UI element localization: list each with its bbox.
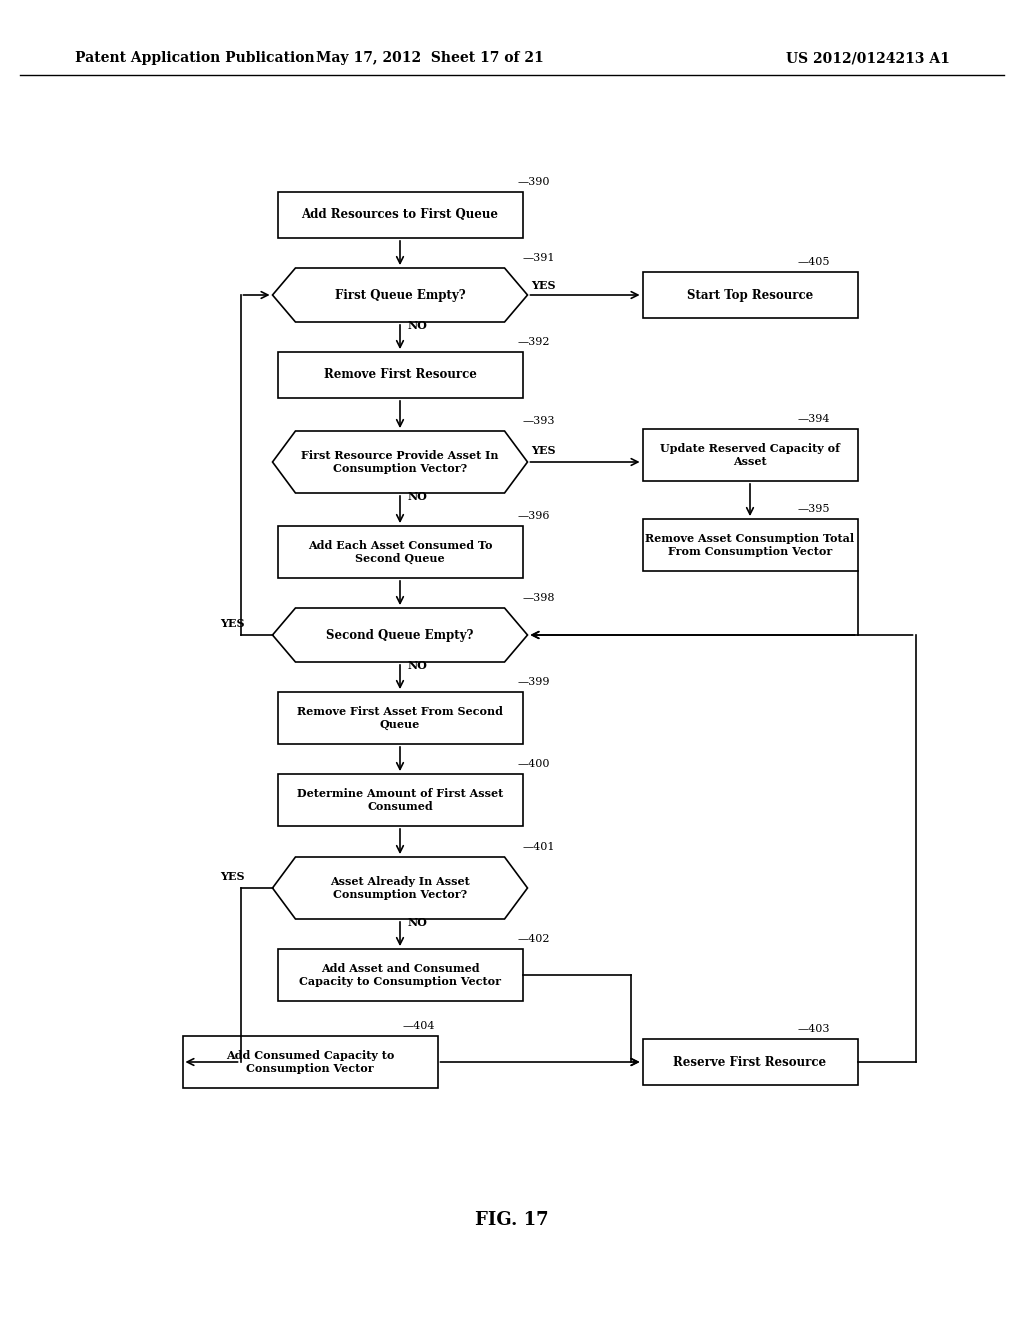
Text: —391: —391 <box>522 253 555 263</box>
FancyBboxPatch shape <box>278 525 522 578</box>
Text: YES: YES <box>531 280 556 290</box>
Text: NO: NO <box>408 917 428 928</box>
FancyBboxPatch shape <box>642 272 857 318</box>
Text: Second Queue Empty?: Second Queue Empty? <box>327 628 474 642</box>
Text: First Queue Empty?: First Queue Empty? <box>335 289 465 301</box>
Text: —404: —404 <box>402 1020 435 1031</box>
Text: Remove First Resource: Remove First Resource <box>324 368 476 381</box>
Text: —403: —403 <box>798 1024 830 1034</box>
Text: Add Each Asset Consumed To
Second Queue: Add Each Asset Consumed To Second Queue <box>308 540 493 565</box>
FancyBboxPatch shape <box>278 774 522 826</box>
Text: FIG. 17: FIG. 17 <box>475 1210 549 1229</box>
Text: Add Asset and Consumed
Capacity to Consumption Vector: Add Asset and Consumed Capacity to Consu… <box>299 962 501 987</box>
Text: —394: —394 <box>798 414 830 424</box>
Text: —401: —401 <box>522 842 555 851</box>
Text: —398: —398 <box>522 593 555 603</box>
Text: Start Top Resource: Start Top Resource <box>687 289 813 301</box>
Text: YES: YES <box>220 871 245 882</box>
FancyBboxPatch shape <box>642 429 857 480</box>
Text: Add Consumed Capacity to
Consumption Vector: Add Consumed Capacity to Consumption Vec… <box>226 1049 394 1074</box>
Polygon shape <box>272 432 527 492</box>
Text: —390: —390 <box>517 177 550 187</box>
Text: First Resource Provide Asset In
Consumption Vector?: First Resource Provide Asset In Consumpt… <box>301 450 499 474</box>
FancyBboxPatch shape <box>642 1039 857 1085</box>
FancyBboxPatch shape <box>278 949 522 1001</box>
FancyBboxPatch shape <box>278 692 522 744</box>
FancyBboxPatch shape <box>278 191 522 238</box>
Text: Add Resources to First Queue: Add Resources to First Queue <box>301 209 499 222</box>
Text: Reserve First Resource: Reserve First Resource <box>674 1056 826 1068</box>
Text: NO: NO <box>408 660 428 671</box>
Text: YES: YES <box>220 618 245 630</box>
Text: YES: YES <box>531 445 556 455</box>
Text: Update Reserved Capacity of
Asset: Update Reserved Capacity of Asset <box>660 442 840 467</box>
FancyBboxPatch shape <box>278 352 522 399</box>
Text: —400: —400 <box>517 759 550 770</box>
FancyBboxPatch shape <box>182 1036 437 1088</box>
Text: NO: NO <box>408 491 428 502</box>
Text: Remove First Asset From Second
Queue: Remove First Asset From Second Queue <box>297 706 503 730</box>
Text: —399: —399 <box>517 677 550 686</box>
Text: May 17, 2012  Sheet 17 of 21: May 17, 2012 Sheet 17 of 21 <box>316 51 544 65</box>
Text: Remove Asset Consumption Total
From Consumption Vector: Remove Asset Consumption Total From Cons… <box>645 533 855 557</box>
Text: —396: —396 <box>517 511 550 521</box>
Text: Asset Already In Asset
Consumption Vector?: Asset Already In Asset Consumption Vecto… <box>330 875 470 900</box>
Text: —395: —395 <box>798 504 830 513</box>
Text: Patent Application Publication: Patent Application Publication <box>75 51 314 65</box>
Text: —393: —393 <box>522 416 555 426</box>
Text: US 2012/0124213 A1: US 2012/0124213 A1 <box>786 51 950 65</box>
Text: —402: —402 <box>517 935 550 944</box>
Polygon shape <box>272 268 527 322</box>
Text: —392: —392 <box>517 337 550 347</box>
Text: —405: —405 <box>798 257 830 267</box>
Text: NO: NO <box>408 319 428 331</box>
FancyBboxPatch shape <box>642 519 857 572</box>
Polygon shape <box>272 857 527 919</box>
Polygon shape <box>272 609 527 663</box>
Text: Determine Amount of First Asset
Consumed: Determine Amount of First Asset Consumed <box>297 788 503 812</box>
